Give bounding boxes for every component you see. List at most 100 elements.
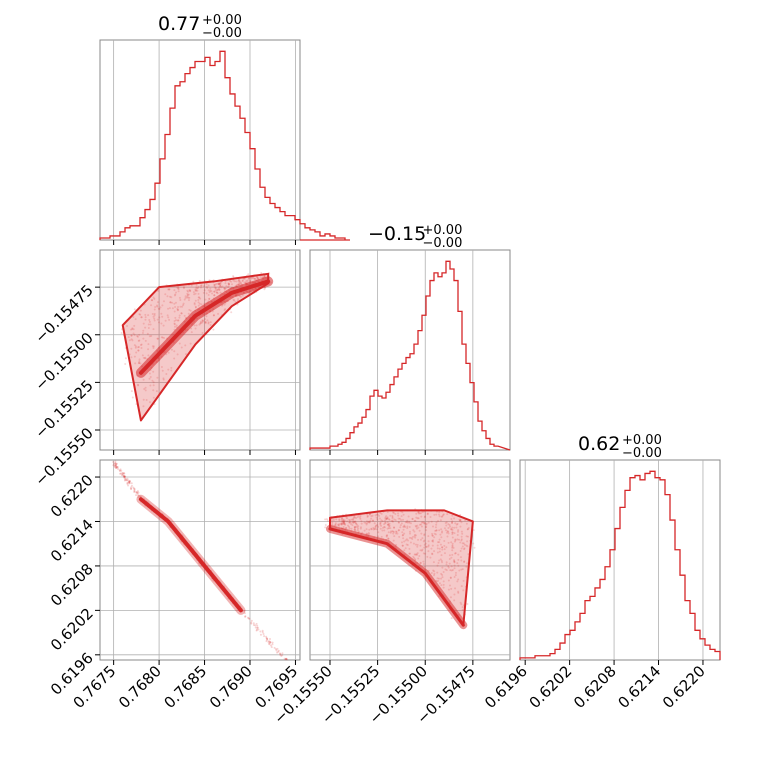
scatter-point [217, 283, 220, 286]
scatter-point [395, 530, 398, 533]
scatter-point [415, 516, 418, 519]
scatter-point [406, 527, 409, 530]
param-3-marginal-histogram-step [519, 470, 721, 660]
scatter-point [348, 519, 351, 522]
scatter-point [143, 387, 146, 390]
scatter-point [355, 517, 358, 520]
scatter-point [275, 649, 278, 652]
scatter-point [413, 530, 416, 533]
scatter-point [377, 525, 380, 528]
scatter-point [183, 298, 186, 301]
scatter-point [342, 518, 345, 521]
scatter-point [348, 525, 351, 528]
scatter-point [230, 311, 233, 314]
scatter-point [460, 530, 463, 533]
scatter-point [224, 308, 227, 311]
scatter-point [435, 513, 438, 516]
scatter-point [185, 296, 188, 299]
scatter-point [152, 389, 155, 392]
scatter-point [354, 520, 357, 523]
scatter-point [126, 482, 129, 485]
scatter-point [176, 319, 179, 322]
scatter-point [219, 291, 222, 294]
scatter-point [392, 532, 395, 535]
scatter-point [437, 579, 440, 582]
scatter-point [417, 538, 420, 541]
scatter-point [265, 637, 268, 640]
scatter-point [388, 518, 391, 521]
scatter-point [440, 559, 443, 562]
scatter-point [421, 521, 424, 524]
scatter-point [218, 286, 221, 289]
scatter-point [394, 519, 397, 522]
scatter-point [397, 529, 400, 532]
scatter-point [127, 479, 130, 482]
scatter-point [391, 514, 394, 517]
scatter-point [324, 518, 327, 521]
scatter-point [213, 290, 216, 293]
scatter-point [130, 486, 133, 489]
scatter-point [248, 617, 251, 620]
scatter-point [441, 515, 444, 518]
scatter-point [379, 523, 382, 526]
scatter-point [207, 321, 210, 324]
scatter-point [440, 528, 443, 531]
scatter-point [436, 577, 439, 580]
scatter-point [387, 523, 390, 526]
scatter-point [189, 289, 192, 292]
scatter-point [427, 550, 430, 553]
scatter-point [440, 554, 443, 557]
scatter-point [266, 637, 269, 640]
scatter-point [360, 522, 363, 525]
scatter-point [201, 320, 204, 323]
scatter-point [359, 526, 362, 529]
scatter-point [241, 279, 244, 282]
scatter-point [250, 622, 253, 625]
scatter-point [212, 314, 215, 317]
scatter-point [219, 285, 222, 288]
scatter-point [438, 582, 441, 585]
scatter-point [247, 616, 250, 619]
scatter-point [169, 301, 172, 304]
scatter-point [280, 654, 283, 657]
scatter-point [230, 280, 233, 283]
scatter-point [277, 649, 280, 652]
x-tick-label: 0.6208 [570, 662, 620, 712]
scatter-point [338, 524, 341, 527]
scatter-point [439, 558, 442, 561]
scatter-point [378, 517, 381, 520]
scatter-point [204, 321, 207, 324]
scatter-point [114, 464, 117, 467]
scatter-point [195, 287, 198, 290]
scatter-point [138, 313, 141, 316]
scatter-point [405, 543, 408, 546]
scatter-point [356, 526, 359, 529]
scatter-point [167, 307, 170, 310]
scatter-point [216, 289, 219, 292]
scatter-point [167, 368, 170, 371]
scatter-point [173, 320, 176, 323]
scatter-point [136, 383, 139, 386]
scatter-point [176, 307, 179, 310]
scatter-point [442, 571, 445, 574]
scatter-point [366, 522, 369, 525]
scatter-point [153, 314, 156, 317]
scatter-point [235, 280, 238, 283]
scatter-point [227, 282, 230, 285]
scatter-point [402, 528, 405, 531]
scatter-point [426, 555, 429, 558]
scatter-point [440, 531, 443, 534]
scatter-point [216, 282, 219, 285]
scatter-point [368, 521, 371, 524]
scatter-point [186, 289, 189, 292]
scatter-point [174, 305, 177, 308]
scatter-point [181, 305, 184, 308]
scatter-point [382, 526, 385, 529]
scatter-point [134, 345, 137, 348]
scatter-point [448, 584, 451, 587]
scatter-point [431, 540, 434, 543]
scatter-point [113, 464, 116, 467]
scatter-point [466, 602, 469, 605]
scatter-point [195, 286, 198, 289]
scatter-point [189, 290, 192, 293]
